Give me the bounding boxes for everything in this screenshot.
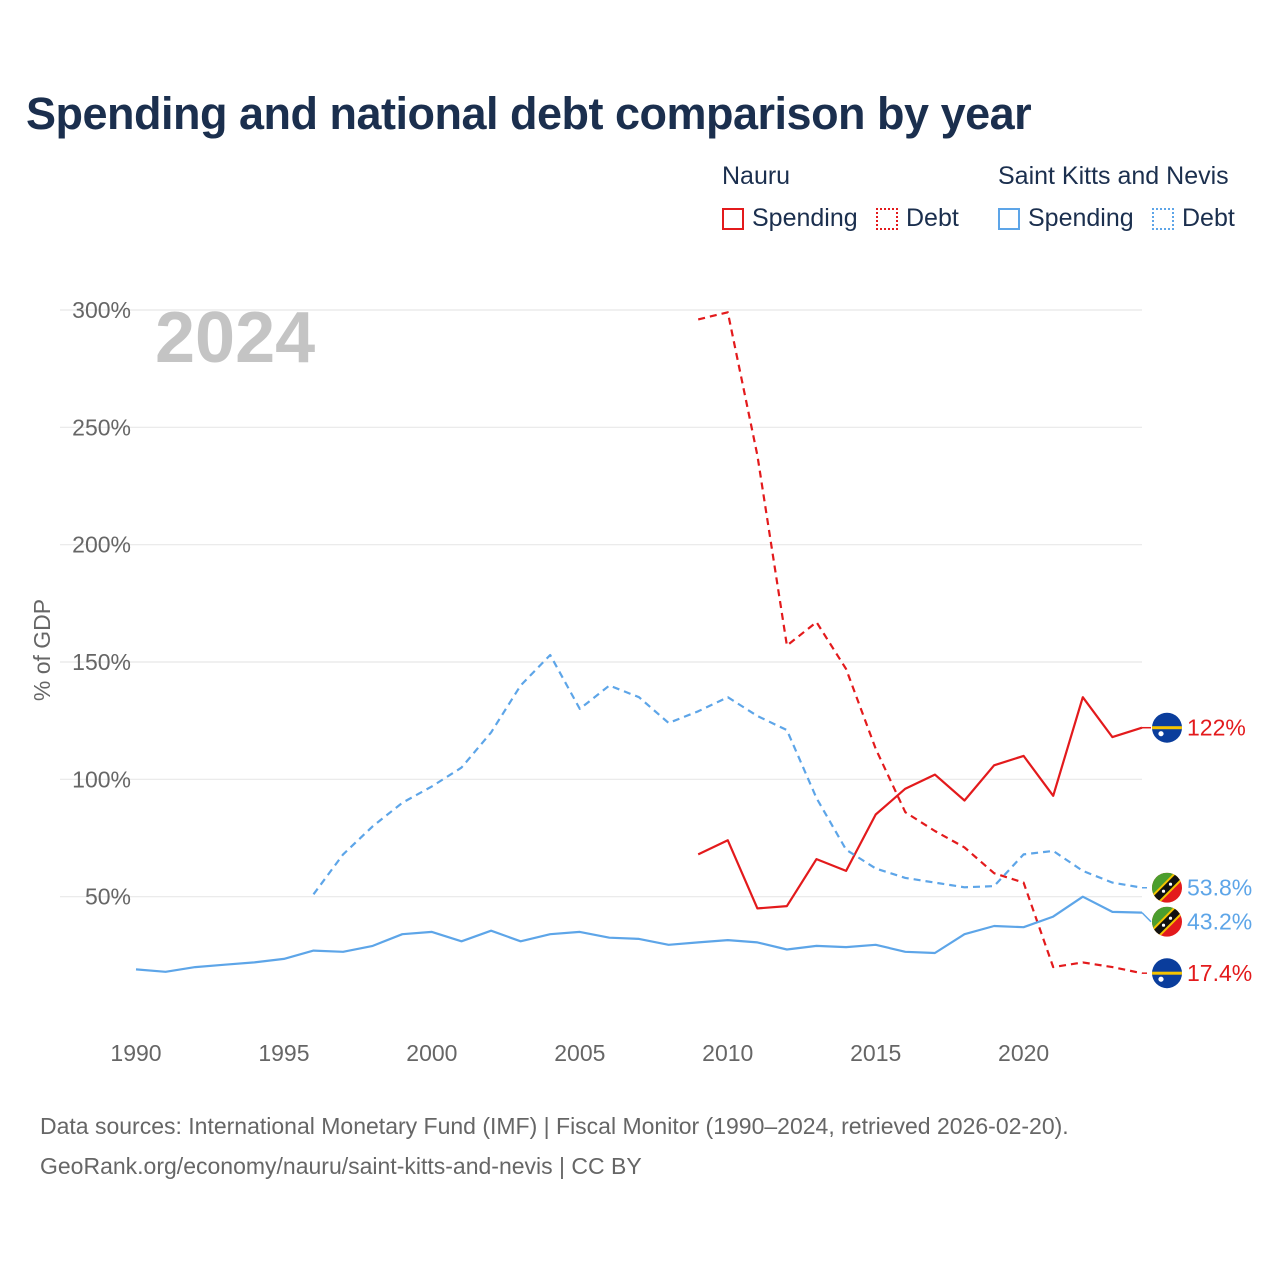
end-value-label: 17.4% — [1187, 960, 1252, 986]
x-tick-label: 1995 — [258, 1040, 309, 1066]
series-lines — [135, 311, 1143, 975]
year-watermark: 2024 — [155, 298, 315, 378]
y-axis: 50% 100% 150% 200% 250% 300% — [72, 297, 131, 910]
flag-star — [1168, 916, 1173, 920]
line-chart: 2024 50% 100% 150% 200% 250% 300% 1990 1995 200… — [29, 297, 1252, 1066]
y-tick-label: 100% — [72, 766, 131, 792]
saint-kitts-flag-icon — [1152, 906, 1182, 937]
flag-star — [1158, 731, 1164, 737]
legend-swatch-solid-icon — [998, 207, 1020, 230]
flag-body — [1152, 872, 1182, 903]
flag-stripe — [1152, 726, 1182, 730]
series-line-nauru-spending — [697, 696, 1143, 910]
source-line-1: Data sources: International Monetary Fun… — [40, 1113, 1069, 1139]
end-value-label: 53.8% — [1187, 875, 1252, 901]
y-axis-label: % of GDP — [29, 599, 55, 701]
legend-group-nauru: Nauru — [722, 162, 791, 190]
series-line-saint-kitts-and-nevis-debt — [312, 653, 1143, 895]
chart-title: Spending and national debt comparison by… — [26, 88, 1032, 139]
source-note: Data sources: International Monetary Fun… — [40, 1106, 1069, 1186]
legend-label: Debt — [906, 204, 959, 232]
source-line-2[interactable]: GeoRank.org/economy/nauru/saint-kitts-an… — [40, 1153, 642, 1179]
flag-star — [1158, 976, 1164, 982]
series-line-saint-kitts-and-nevis-spending — [135, 895, 1143, 973]
end-value-label: 122% — [1187, 715, 1246, 741]
nauru-flag-icon — [1152, 958, 1182, 989]
x-tick-label: 2000 — [406, 1040, 457, 1066]
legend-item-nauru-debt[interactable]: Debt — [876, 204, 959, 233]
end-labels: 122% 53.8% 43.2% 17.4% — [1141, 712, 1252, 989]
x-tick-label: 2020 — [998, 1040, 1049, 1066]
y-tick-label: 50% — [85, 884, 131, 910]
flag-star — [1161, 923, 1166, 927]
x-axis: 1990 1995 2000 2005 2010 2015 2020 — [110, 1040, 1049, 1066]
y-tick-label: 200% — [72, 532, 131, 558]
flag-body — [1152, 906, 1182, 937]
flag-star — [1161, 889, 1166, 893]
grid — [60, 309, 1142, 898]
legend-item-kitts-debt[interactable]: Debt — [1152, 204, 1235, 233]
y-tick-label: 300% — [72, 297, 131, 323]
end-connector — [1141, 912, 1152, 923]
legend-swatch-dotted-icon — [876, 207, 898, 230]
nauru-flag-icon — [1152, 712, 1182, 743]
legend-label: Debt — [1182, 204, 1235, 232]
series-line-nauru-debt — [697, 311, 1143, 975]
legend-label: Spending — [752, 204, 858, 232]
flag-star — [1168, 882, 1173, 886]
x-tick-label: 2015 — [850, 1040, 901, 1066]
saint-kitts-flag-icon — [1152, 872, 1182, 903]
legend-item-kitts-spending[interactable]: Spending — [998, 204, 1134, 233]
legend-item-nauru-spending[interactable]: Spending — [722, 204, 858, 233]
x-tick-label: 2010 — [702, 1040, 753, 1066]
y-tick-label: 250% — [72, 414, 131, 440]
x-tick-label: 2005 — [554, 1040, 605, 1066]
x-tick-label: 1990 — [110, 1040, 161, 1066]
flag-stripe — [1152, 971, 1182, 975]
legend-swatch-dotted-icon — [1152, 207, 1174, 230]
end-value-label: 43.2% — [1187, 909, 1252, 935]
y-tick-label: 150% — [72, 649, 131, 675]
legend-swatch-solid-icon — [722, 207, 744, 230]
legend-group-saint-kitts: Saint Kitts and Nevis — [998, 162, 1229, 190]
legend-label: Spending — [1028, 204, 1134, 232]
